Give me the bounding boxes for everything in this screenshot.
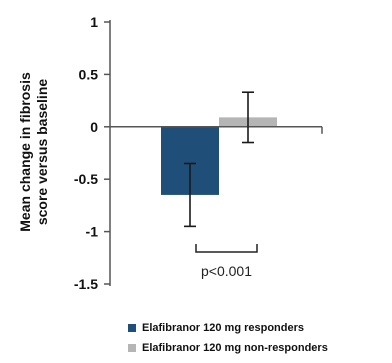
y-tick-label: -1 (86, 224, 99, 240)
y-axis-label: Mean change in fibrosis score versus base… (17, 72, 50, 232)
y-tick-label: 1 (90, 14, 98, 30)
legend-item-non-responders: Elafibranor 120 mg non-responders (128, 338, 390, 358)
legend-label-non-responders: Elafibranor 120 mg non-responders (142, 342, 328, 354)
y-tick-label: 0 (90, 119, 98, 135)
p-value-label: p<0.001 (201, 263, 252, 279)
legend-swatch-non-responders (128, 344, 136, 352)
y-axis-label-line: score versus baseline (34, 79, 50, 226)
legend-swatch-responders (128, 324, 136, 332)
bars (161, 117, 277, 195)
y-axis-label-line: Mean change in fibrosis (17, 72, 33, 232)
legend: Elafibranor 120 mg responders Elafibrano… (128, 318, 390, 358)
legend-item-responders: Elafibranor 120 mg responders (128, 318, 390, 338)
legend-label-responders: Elafibranor 120 mg responders (142, 322, 304, 334)
y-tick-label: -1.5 (74, 276, 98, 292)
y-tick-label: -0.5 (74, 171, 98, 187)
y-axis-ticks: 1 0.5 0 -0.5 -1 -1.5 (74, 14, 110, 292)
significance-bracket (195, 244, 258, 253)
y-tick-label: 0.5 (79, 66, 99, 82)
error-bars (184, 91, 254, 228)
